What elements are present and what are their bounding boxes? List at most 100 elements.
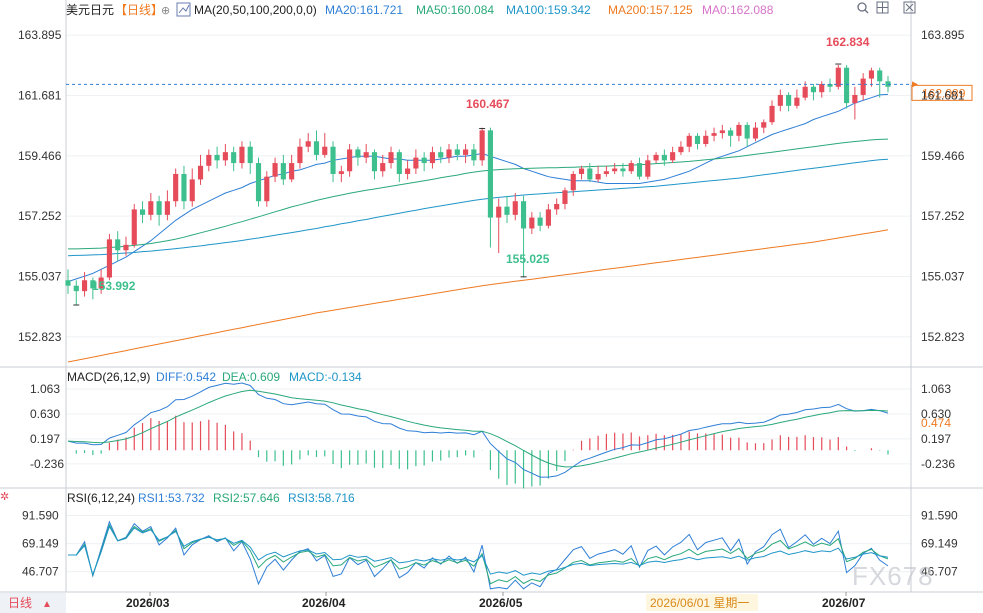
macd-histogram-value: MACD:-0.134 [289, 370, 362, 384]
candle-body [802, 86, 808, 98]
macd-title: MACD(26,12,9) [67, 370, 150, 384]
cursor-date-box [646, 594, 758, 611]
rsi2-value: RSI2:57.646 [213, 491, 280, 505]
rsi-axis-tick-right: 91.590 [921, 509, 958, 523]
candle-body [454, 149, 460, 155]
candle-body [529, 217, 535, 229]
candle-body [247, 146, 253, 164]
candle-body [123, 244, 129, 251]
rsi-settings-icon[interactable]: ✲ [0, 491, 9, 503]
rsi-axis-tick-right: 69.149 [921, 537, 958, 551]
candle-body [388, 152, 394, 164]
candle-body [877, 70, 883, 82]
rsi-lines [68, 520, 889, 590]
macd-diff-value: DIFF:0.542 [156, 370, 216, 384]
candle-body [313, 141, 320, 155]
annotation-label: 160.467 [466, 97, 510, 111]
candlestick-series [65, 64, 891, 305]
search-icon[interactable] [857, 2, 869, 14]
candle-body [181, 173, 187, 202]
candle-body [844, 67, 850, 104]
axis-labels: 163.895 163.895 161.681 161.681 159.466 159.4… [18, 28, 965, 578]
candle-body [272, 163, 278, 177]
macd-axis-tick-right: 0.630 [921, 407, 951, 421]
candle-body [322, 146, 328, 155]
rsi1-value: RSI1:53.732 [138, 491, 205, 505]
period-tag[interactable]: 【日线】 [115, 3, 163, 17]
candle-body [471, 149, 477, 161]
candle-body [355, 149, 361, 158]
symbol-title: 美元日元 [66, 3, 114, 17]
rsi-axis-tick-right: 46.707 [921, 565, 958, 579]
candle-body [139, 209, 146, 215]
ma-line-ma50 [68, 138, 889, 250]
candle-body [512, 201, 518, 215]
candle-body [65, 280, 71, 286]
candle-body [661, 154, 667, 161]
period-caret-icon[interactable]: ▲ [42, 599, 52, 610]
candle-body [231, 152, 237, 164]
candle-body [214, 154, 220, 161]
current-price-box [911, 84, 973, 101]
candle-body [653, 154, 659, 161]
macd-legend: MACD(26,12,9) DIFF:0.542 DEA:0.609 MACD:… [67, 370, 362, 384]
ma-line-ma200 [67, 229, 889, 363]
candle-body [620, 168, 626, 172]
period-selector-label[interactable]: 日线 [8, 596, 32, 610]
candle-body [587, 168, 593, 180]
candle-body [612, 168, 618, 172]
price-axis-tick-right: 157.252 [921, 209, 965, 223]
expand-icon[interactable] [903, 1, 916, 14]
macd-dea-value: DEA:0.609 [222, 370, 280, 384]
current-price-label: 162.089 [922, 86, 966, 100]
macd-axis-tick-left: 1.063 [30, 382, 60, 396]
candle-body [173, 173, 179, 202]
ma0-value: MA0:162.088 [702, 3, 774, 17]
candle-body [686, 135, 692, 147]
candle-body [164, 201, 170, 215]
candle-body [189, 179, 195, 202]
candle-body [405, 168, 411, 174]
split-icon[interactable] [876, 1, 889, 14]
rsi-legend: ✲ RSI(6,12,24) RSI1:53.732 RSI2:57.646 R… [0, 491, 355, 505]
candle-body [280, 163, 286, 180]
indicator-toggle-icon[interactable] [176, 2, 191, 17]
candle-body [438, 152, 444, 158]
price-axis-tick-right: 155.037 [921, 270, 965, 284]
candle-body [645, 160, 651, 177]
candle-body [206, 154, 212, 166]
candle-body [330, 146, 336, 174]
candle-body [678, 146, 684, 153]
candle-body [479, 130, 485, 161]
candle-body [90, 280, 96, 289]
macd-axis-tick-right: 0.197 [921, 432, 951, 446]
candle-body [761, 122, 767, 128]
ma-title: MA(20,50,100,200,0,0) [194, 3, 317, 17]
period-selector[interactable] [0, 593, 66, 613]
ma100-value: MA100:159.342 [506, 3, 591, 17]
candle-body [504, 206, 510, 215]
candle-body [73, 285, 79, 292]
candle-body [711, 133, 717, 136]
candle-body [239, 146, 245, 164]
ma200-value: MA200:157.125 [608, 3, 693, 17]
ma20-value: MA20:161.721 [325, 3, 403, 17]
settings-icon[interactable]: ⊕ [161, 5, 170, 17]
macd-axis-tick-right: -0.236 [921, 457, 955, 471]
candle-body [106, 239, 112, 278]
rsi3-value: RSI3:58.716 [288, 491, 355, 505]
candle-body [819, 84, 825, 93]
candle-body [786, 94, 792, 106]
rsi3-line [68, 525, 889, 577]
grid-lines [66, 34, 911, 573]
candle-body [719, 130, 725, 134]
macd-diff-line [67, 382, 889, 478]
candle-body [777, 94, 783, 106]
date-label: 2026/07 [822, 596, 866, 610]
date-labels: 2026/03 2026/04 2026/05 2026/07 [126, 592, 866, 610]
price-axis-tick-left: 163.895 [18, 28, 62, 42]
candle-body [545, 209, 551, 226]
candle-body [810, 86, 817, 93]
candle-body [371, 152, 378, 172]
